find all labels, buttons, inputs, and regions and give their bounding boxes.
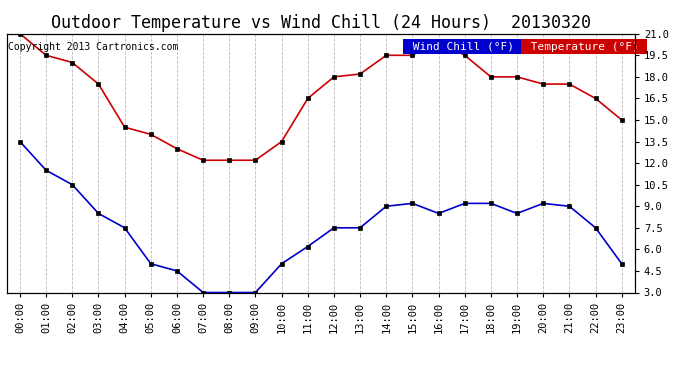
- Title: Outdoor Temperature vs Wind Chill (24 Hours)  20130320: Outdoor Temperature vs Wind Chill (24 Ho…: [51, 14, 591, 32]
- Text: Wind Chill (°F): Wind Chill (°F): [406, 42, 520, 51]
- Text: Temperature (°F): Temperature (°F): [524, 42, 645, 51]
- Text: Copyright 2013 Cartronics.com: Copyright 2013 Cartronics.com: [8, 42, 179, 51]
